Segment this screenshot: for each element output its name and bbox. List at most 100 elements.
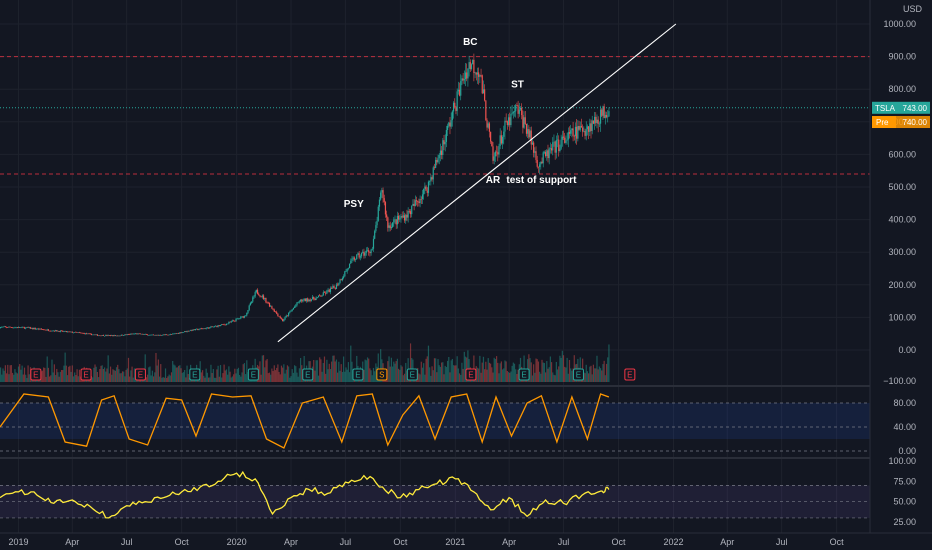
candle-body: [509, 117, 511, 126]
volume-bar: [501, 369, 504, 382]
volume-bar: [66, 375, 69, 382]
candle-body: [176, 333, 179, 334]
volume-bar: [26, 377, 28, 382]
volume-bar: [28, 374, 30, 382]
volume-bar: [7, 364, 9, 382]
earnings-event-marker[interactable]: E: [518, 368, 530, 381]
candle-body: [278, 316, 280, 317]
volume-bar: [229, 371, 231, 382]
stochastic-pane[interactable]: [0, 393, 870, 452]
earnings-event-marker[interactable]: E: [352, 368, 364, 381]
rsi-scale[interactable]: 25.00 50.00 75.00 100.00: [888, 456, 916, 527]
volume-bar: [242, 364, 244, 382]
volume-bar: [133, 368, 136, 382]
volume-bar: [561, 350, 563, 382]
earnings-event-marker[interactable]: S: [376, 368, 388, 381]
earnings-event-marker[interactable]: E: [406, 368, 418, 381]
volume-bar: [161, 377, 163, 382]
candle-body: [258, 293, 260, 296]
candle-body: [13, 327, 15, 329]
volume-bar: [118, 369, 120, 382]
price-tick-label: 100.00: [888, 312, 916, 322]
volume-bar: [443, 374, 445, 382]
candle-body: [52, 330, 54, 332]
volume-bar: [231, 376, 234, 382]
volume-bar: [494, 358, 496, 382]
candle-body: [56, 330, 58, 332]
volume-bar: [65, 365, 67, 382]
earnings-event-marker[interactable]: E: [465, 368, 477, 381]
candle-body: [368, 250, 370, 253]
candle-body: [160, 335, 162, 336]
candle-body: [4, 326, 6, 328]
volume-bar: [451, 358, 453, 382]
volume-bar: [320, 359, 322, 382]
candle-body: [151, 334, 153, 336]
candle-body: [64, 331, 66, 332]
volume-bar: [351, 361, 353, 382]
volume-bar: [510, 371, 512, 382]
volume-bar: [2, 368, 4, 382]
candle-body: [365, 250, 367, 253]
candle-body: [325, 292, 327, 294]
candle-body: [393, 219, 395, 223]
candle-body: [152, 334, 155, 336]
earnings-event-marker[interactable]: E: [30, 368, 42, 381]
candle-body: [463, 79, 465, 81]
candle-body: [541, 161, 543, 164]
candle-body: [386, 214, 388, 218]
candle-body: [364, 252, 366, 256]
candle-body: [350, 260, 352, 264]
candle-body: [142, 333, 144, 335]
candle-body: [161, 335, 163, 336]
volume-bar: [436, 372, 438, 382]
earnings-event-marker[interactable]: E: [624, 368, 636, 381]
earnings-event-marker[interactable]: E: [80, 368, 92, 381]
earnings-event-marker[interactable]: E: [572, 368, 584, 381]
earnings-event-marker[interactable]: E: [189, 368, 201, 381]
volume-bar: [271, 368, 273, 382]
stochastic-scale[interactable]: 0.00 40.00 80.00: [893, 398, 916, 456]
candle-body: [525, 123, 528, 134]
candle-body: [288, 312, 290, 316]
volume-bar: [584, 373, 586, 382]
volume-bar: [278, 371, 280, 382]
volume-bar: [1, 374, 3, 382]
candle-body: [374, 231, 376, 239]
volume-bar: [323, 356, 326, 382]
candle-body: [123, 335, 125, 336]
volume-bar: [339, 370, 341, 382]
candle-body: [143, 334, 145, 335]
volume-bar: [150, 375, 152, 382]
volume-bar: [273, 365, 275, 382]
volume-bar: [209, 377, 211, 382]
candle-body: [234, 320, 236, 322]
volume-bar: [151, 370, 153, 382]
volume-bar: [467, 350, 469, 382]
time-axis[interactable]: 2019 Apr Jul Oct 2020 Apr Jul Oct 2021 Apr Jul Oct 2…: [9, 537, 845, 547]
candle-body: [309, 299, 311, 301]
candle-body: [265, 297, 267, 303]
volume-bar: [314, 370, 316, 382]
candle-body: [95, 334, 97, 336]
price-pane[interactable]: BC ST PSY AR test of support E E E E E E E S E E E E E: [0, 0, 870, 533]
earnings-event-marker[interactable]: E: [302, 368, 314, 381]
volume-bar: [207, 377, 210, 382]
candle-body: [517, 105, 519, 114]
earnings-event-marker[interactable]: E: [247, 368, 259, 381]
earnings-event-marker[interactable]: E: [134, 368, 146, 381]
candle-body: [72, 332, 75, 334]
volume-bar: [120, 373, 122, 382]
candle-body: [590, 123, 592, 131]
volume-bar: [445, 367, 447, 382]
volume-bar: [368, 358, 370, 382]
rsi-pane[interactable]: [0, 470, 870, 519]
candle-body: [530, 130, 532, 145]
price-tick-label: 1000.00: [883, 19, 916, 29]
candle-body: [456, 91, 458, 111]
volume-bar: [163, 377, 165, 382]
candle-body: [58, 331, 60, 332]
candle-body: [224, 324, 226, 326]
support-trendline[interactable]: [277, 23, 677, 343]
